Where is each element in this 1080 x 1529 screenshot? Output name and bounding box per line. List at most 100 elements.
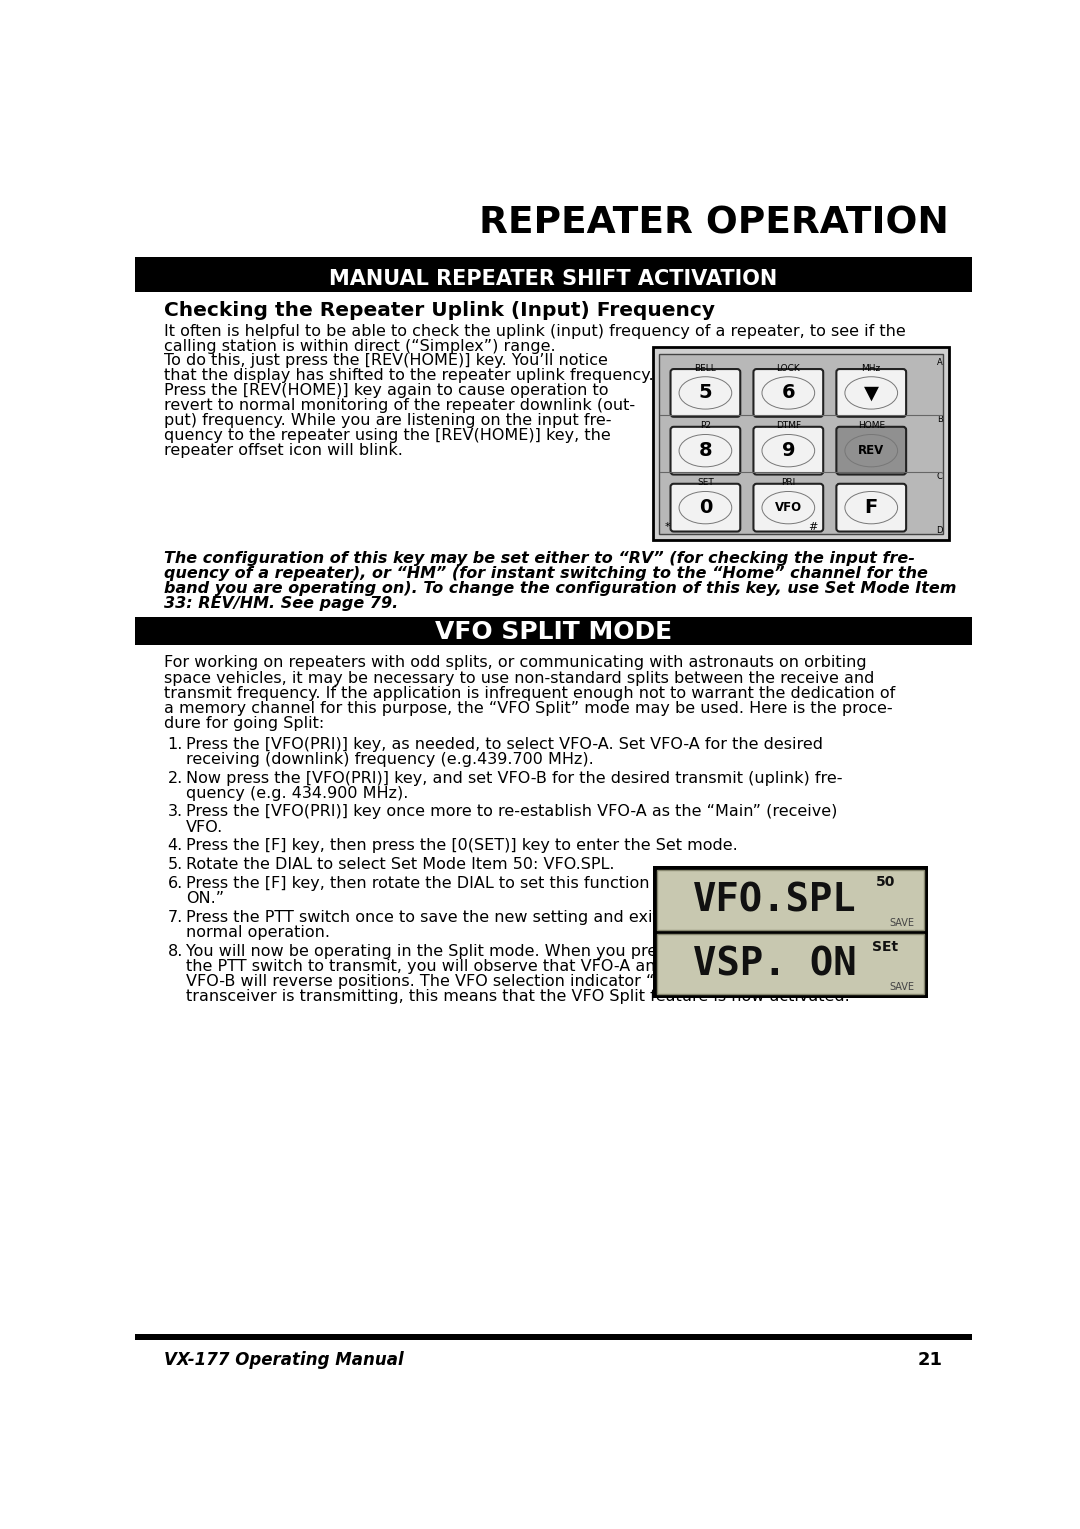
Text: band you are operating on). To change the configuration of this key, use Set Mod: band you are operating on). To change th… <box>164 581 957 596</box>
Text: VFO.SPL: VFO.SPL <box>693 882 856 919</box>
Bar <box>135 618 972 645</box>
Text: REPEATER OPERATION: REPEATER OPERATION <box>478 205 948 242</box>
FancyBboxPatch shape <box>671 483 740 532</box>
Text: 5.: 5. <box>167 858 183 872</box>
Text: VX-177 Operating Manual: VX-177 Operating Manual <box>164 1350 404 1368</box>
Text: a memory channel for this purpose, the “VFO Split” mode may be used. Here is the: a memory channel for this purpose, the “… <box>164 700 893 716</box>
Ellipse shape <box>679 491 732 524</box>
Ellipse shape <box>679 434 732 466</box>
Text: 0: 0 <box>699 498 712 517</box>
Text: C: C <box>936 472 943 482</box>
Text: SET: SET <box>697 479 714 488</box>
Text: put) frequency. While you are listening on the input fre-: put) frequency. While you are listening … <box>164 413 612 428</box>
Text: 21: 21 <box>918 1350 943 1368</box>
Text: BELL: BELL <box>694 364 716 373</box>
Text: The configuration of this key may be set either to “RV” (for checking the input : The configuration of this key may be set… <box>164 550 916 566</box>
Bar <box>135 265 972 292</box>
Text: 9: 9 <box>782 442 795 460</box>
Text: DTMF: DTMF <box>775 422 801 430</box>
Text: receiving (downlink) frequency (e.g.439.700 MHz).: receiving (downlink) frequency (e.g.439.… <box>186 752 594 766</box>
Ellipse shape <box>845 491 897 524</box>
FancyBboxPatch shape <box>754 368 823 417</box>
Text: quency of a repeater), or “HM” (for instant switching to the “Home” channel for : quency of a repeater), or “HM” (for inst… <box>164 566 929 581</box>
Text: Press the [​VFO​(​PRI​)] key, as needed, to select VFO-A. Set VFO-A for the desi: Press the [​VFO​(​PRI​)] key, as needed,… <box>186 737 823 752</box>
Text: SAVE: SAVE <box>889 982 914 992</box>
Text: *: * <box>665 523 671 532</box>
Text: Now press the [​VFO​(​PRI​)] key, and set VFO-B for the desired transmit (uplink: Now press the [​VFO​(​PRI​)] key, and se… <box>186 771 842 786</box>
Text: SAVE: SAVE <box>889 917 914 928</box>
FancyBboxPatch shape <box>836 427 906 474</box>
Text: Checking the Repeater Uplink (Input) Frequency: Checking the Repeater Uplink (Input) Fre… <box>164 301 715 320</box>
Text: #: # <box>809 523 818 532</box>
Text: SEt: SEt <box>873 940 899 954</box>
Text: 8.: 8. <box>167 943 183 959</box>
Text: VFO: VFO <box>774 502 801 514</box>
Text: LOCK: LOCK <box>777 364 800 373</box>
Ellipse shape <box>679 376 732 410</box>
Ellipse shape <box>845 376 897 410</box>
Text: MANUAL REPEATER SHIFT ACTIVATION: MANUAL REPEATER SHIFT ACTIVATION <box>329 269 778 289</box>
Text: Rotate the DIAL to select Set Mode Item 50: VFO.SPL.: Rotate the DIAL to select Set Mode Item … <box>186 858 615 872</box>
Text: 5: 5 <box>699 384 712 402</box>
Text: B: B <box>936 416 943 424</box>
Text: For working on repeaters with odd splits, or communicating with astronauts on or: For working on repeaters with odd splits… <box>164 656 867 671</box>
Text: A: A <box>936 358 943 367</box>
Ellipse shape <box>762 491 814 524</box>
FancyBboxPatch shape <box>836 483 906 532</box>
Text: 1.: 1. <box>167 737 183 752</box>
Text: that the display has shifted to the repeater uplink frequency.: that the display has shifted to the repe… <box>164 368 654 382</box>
Text: transceiver is transmitting, this means that the VFO Split feature is now activa: transceiver is transmitting, this means … <box>186 989 850 1005</box>
Ellipse shape <box>762 376 814 410</box>
Text: normal operation.: normal operation. <box>186 925 330 940</box>
Text: 50: 50 <box>876 875 895 890</box>
Text: 4.: 4. <box>167 838 183 853</box>
Text: REV: REV <box>859 443 885 457</box>
Text: the PTT switch to transmit, you will observe that VFO-A and: the PTT switch to transmit, you will obs… <box>186 959 666 974</box>
FancyBboxPatch shape <box>754 427 823 474</box>
Ellipse shape <box>762 434 814 466</box>
Text: Press the [REV(HOME)] key again to cause operation to: Press the [REV(HOME)] key again to cause… <box>164 382 609 398</box>
FancyBboxPatch shape <box>671 368 740 417</box>
FancyBboxPatch shape <box>754 483 823 532</box>
Text: quency to the repeater using the [REV(HOME)] key, the: quency to the repeater using the [REV(HO… <box>164 428 611 443</box>
Text: F: F <box>865 498 878 517</box>
Text: calling station is within direct (“Simplex”) range.: calling station is within direct (“Simpl… <box>164 339 556 355</box>
Text: 6.: 6. <box>167 876 183 891</box>
Text: Press the [F] key, then press the [0(SET)] key to enter the Set mode.: Press the [F] key, then press the [0(SET… <box>186 838 738 853</box>
Text: VFO SPLIT MODE: VFO SPLIT MODE <box>435 619 672 644</box>
Text: quency (e.g. 434.900 MHz).: quency (e.g. 434.900 MHz). <box>186 786 408 801</box>
Bar <box>657 870 924 930</box>
Text: Press the PTT switch once to save the new setting and exit to: Press the PTT switch once to save the ne… <box>186 910 680 925</box>
Bar <box>659 353 943 534</box>
Bar <box>657 934 924 994</box>
Text: 8: 8 <box>699 442 712 460</box>
Text: It often is helpful to be able to check the uplink (input) frequency of a repeat: It often is helpful to be able to check … <box>164 324 906 339</box>
Text: PRI: PRI <box>781 479 796 488</box>
Text: VFO.: VFO. <box>186 820 224 835</box>
Text: dure for going Split:: dure for going Split: <box>164 716 325 731</box>
Text: You will now be operating in the Split mode. When you press: You will now be operating in the Split m… <box>186 943 674 959</box>
Text: 33: REV/HM. See page 79.: 33: REV/HM. See page 79. <box>164 596 399 610</box>
FancyBboxPatch shape <box>836 368 906 417</box>
Text: MHz: MHz <box>862 364 881 373</box>
Text: 2.: 2. <box>167 771 183 786</box>
Text: Press the [F] key, then rotate the DIAL to set this function “VSP.: Press the [F] key, then rotate the DIAL … <box>186 876 697 891</box>
Text: P2: P2 <box>700 422 711 430</box>
FancyBboxPatch shape <box>671 427 740 474</box>
Text: To do this, just press the [REV(HOME)] key. You’ll notice: To do this, just press the [REV(HOME)] k… <box>164 353 608 368</box>
Text: 7.: 7. <box>167 910 183 925</box>
Bar <box>135 257 972 265</box>
Bar <box>652 865 928 934</box>
Text: VFO-B will reverse positions. The VFO selection indicator “-b-” will blink while: VFO-B will reverse positions. The VFO se… <box>186 974 839 989</box>
Bar <box>652 930 928 998</box>
Text: D: D <box>936 526 943 535</box>
Text: transmit frequency. If the application is infrequent enough not to warrant the d: transmit frequency. If the application i… <box>164 685 895 700</box>
Text: 3.: 3. <box>167 804 183 820</box>
Text: revert to normal monitoring of the repeater downlink (out-: revert to normal monitoring of the repea… <box>164 398 635 413</box>
Text: 6: 6 <box>782 384 795 402</box>
Text: ON.”: ON.” <box>186 891 225 907</box>
Text: space vehicles, it may be necessary to use non-standard splits between the recei: space vehicles, it may be necessary to u… <box>164 671 875 685</box>
Bar <box>135 1333 972 1339</box>
Text: VSP. ON: VSP. ON <box>693 946 856 983</box>
Text: ▼: ▼ <box>864 384 879 402</box>
